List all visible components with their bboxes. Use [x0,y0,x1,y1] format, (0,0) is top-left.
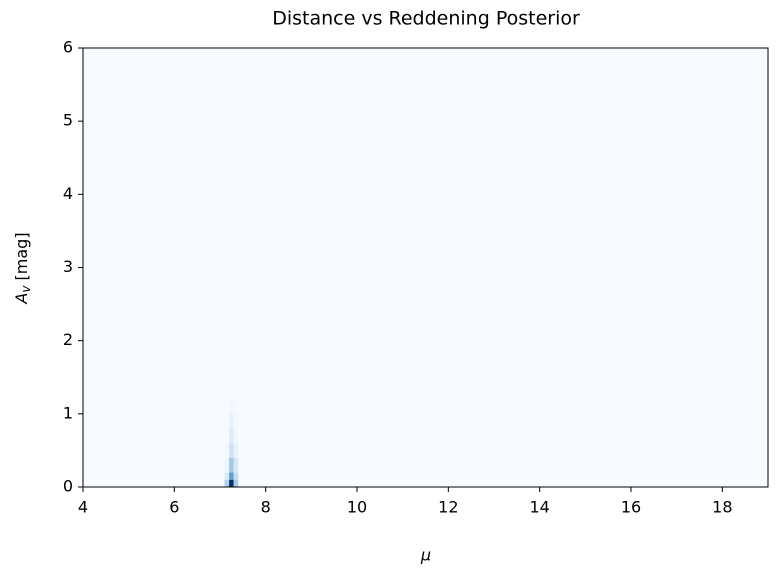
y-tick-label: 5 [63,111,73,130]
heatmap-cell [233,413,239,429]
heatmap-cell [229,472,234,480]
heatmap-cell [229,443,234,458]
heatmap-cell [229,428,234,444]
y-tick-label: 1 [63,403,73,422]
x-tick-label: 4 [78,498,88,517]
x-tick-label: 12 [438,498,458,517]
heatmap-cell [224,428,230,444]
x-tick-label: 6 [169,498,179,517]
heatmap-cell [229,479,234,487]
heatmap-cell [229,457,234,473]
x-tick-label: 14 [529,498,549,517]
heatmap-cell [224,457,230,473]
heatmap-cell [233,443,239,458]
heatmap-cell [224,472,230,480]
heatmap-cell [233,479,239,487]
plot-background [83,48,768,487]
heatmap-cell [224,399,230,414]
y-tick-label: 3 [63,257,73,276]
heatmap-cell [224,443,230,458]
y-tick-label: 4 [63,184,73,203]
y-tick-label: 2 [63,330,73,349]
y-label-main: A [12,293,31,305]
heatmap-cell [224,479,230,487]
heatmap-cell [224,413,230,429]
x-tick-label: 8 [261,498,271,517]
y-label-unit: [mag] [12,232,31,285]
y-tick-label: 0 [63,477,73,496]
x-tick-label: 10 [347,498,367,517]
heatmap-cell [233,399,239,414]
x-tick-label: 18 [712,498,732,517]
y-axis-label: Av [mag] [12,232,33,304]
chart-title: Distance vs Reddening Posterior [272,8,580,30]
heatmap-cell [233,457,239,473]
heatmap-cell [229,399,234,414]
x-tick-label: 16 [621,498,641,517]
heatmap-cell [233,472,239,480]
x-axis-label: μ [420,546,431,565]
y-tick-label: 6 [63,38,73,57]
heatmap-cell [229,413,234,429]
y-label-sub: v [19,285,33,293]
heatmap-cell [233,428,239,444]
